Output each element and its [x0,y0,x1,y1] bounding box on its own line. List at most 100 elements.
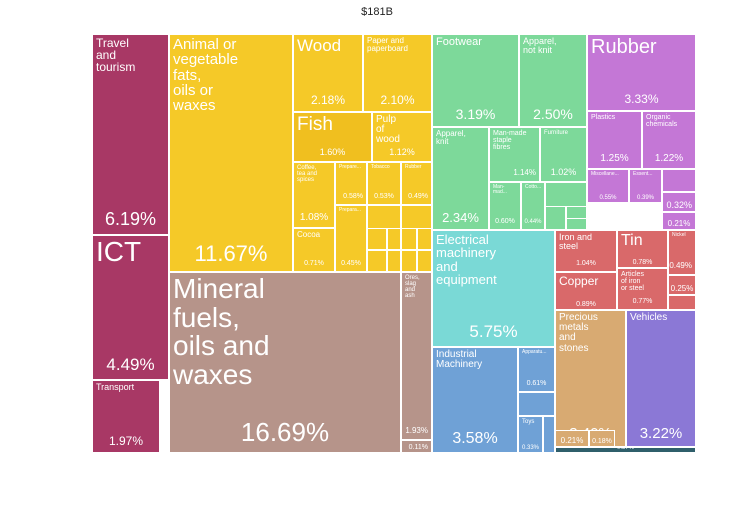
treemap-tile-furniture-21[interactable]: Furniture 1.02% [540,127,587,182]
tile-label: Footwear [436,36,482,48]
tile-label: Electrical machinery and equipment [436,232,497,287]
treemap-tile-footwear-17[interactable]: Footwear 3.19% [432,34,519,127]
treemap-tile-man-made-staple-fibres-20[interactable]: Man-made staple fibres 1.14% [489,127,540,182]
treemap-subtile [401,228,417,250]
treemap-subtile [387,228,401,250]
treemap-tile-tile-16[interactable]: 0.11% [401,440,432,453]
treemap-subtile [518,392,555,416]
tile-value: 0.39% [636,195,654,201]
tile-label: Cocoa [297,230,321,239]
tile-value: 3.22% [639,425,683,442]
treemap-subtile [545,206,566,230]
tile-label: Copper [559,274,599,288]
treemap-tile-fish-6[interactable]: Fish 1.60% [293,112,372,162]
treemap-subtile [668,295,696,310]
treemap-tile-iron-and-steel-35[interactable]: Iron and steel 1.04% [555,230,617,272]
tile-label: Vehicles [630,312,668,323]
treemap-tile-rubber-24[interactable]: Rubber 3.33% [587,34,696,111]
tile-value: 0.18% [592,438,612,445]
chart-title: $181B [361,6,393,18]
treemap-tile-cotto-23[interactable]: Cotto... 0.44% [521,182,545,230]
tile-label: Tin [621,232,643,249]
treemap-tile-tile-40[interactable]: 0.25% [668,275,696,295]
treemap-tile-travel-and-tourism-0[interactable]: Travel and tourism 6.19% [92,34,169,235]
treemap-tile-tile-29[interactable]: 0.32% [662,192,696,212]
treemap-tile-man-mad-22[interactable]: Man-mad... 0.60% [489,182,521,230]
treemap-tile-tile-43[interactable]: 0.18% [589,430,615,447]
treemap-tile-industrial-machinery-32[interactable]: Industrial Machinery 3.58% [432,347,518,453]
tile-label: Articles of iron or steel [621,271,644,293]
treemap-tile-ores-slag-and-ash-15[interactable]: Ores, slag and ash 1.93% [401,272,432,440]
tile-value: 1.60% [319,147,346,157]
treemap-tile-apparel-not-knit-18[interactable]: Apparel, not knit 2.50% [519,34,587,127]
treemap-subtile [543,416,555,453]
treemap-tile-organic-chemicals-26[interactable]: Organic chemicals 1.22% [642,111,696,169]
tile-value: 0.32% [666,200,692,210]
treemap-tile-transport-2[interactable]: Transport 1.97% [92,380,160,453]
tile-label: Man-made staple fibres [493,130,527,152]
treemap-tile-animal-or-vegetable-fats-oils-or-waxes-3[interactable]: Animal or vegetable fats, oils or waxes 1… [169,34,293,272]
tile-value: 0.33% [521,445,539,451]
tile-label: Wood [297,36,342,55]
tile-value: 6.19% [104,209,157,229]
treemap-tile-articles-of-iron-or-steel-39[interactable]: Articles of iron or steel 0.77% [617,268,668,310]
tile-label: Fish [297,114,333,135]
treemap-tile-prepare-9[interactable]: Prepare... 0.58% [335,162,367,205]
tile-value: 1.22% [654,153,684,164]
tile-label: Essent... [633,171,653,177]
tile-label: Paper and paperboard [367,36,408,54]
treemap-tile-mineral-fuels-oils-and-waxes-14[interactable]: Mineral fuels, oils and waxes 16.69% [169,272,401,453]
treemap-tile-nickel-37[interactable]: Nickel 0.49% [668,230,696,275]
treemap-tile-tobacco-10[interactable]: Tobacco 0.53% [367,162,401,205]
treemap-tile-precious-metals-and-stones-41[interactable]: Precious metals and stones3.40% [555,310,626,447]
tile-value: 1.97% [108,434,144,448]
tile-value: 0.21% [560,436,584,445]
tile-value: 1.25% [600,153,629,164]
treemap-tile-apparatu-33[interactable]: Apparatu... 0.61% [518,347,555,392]
tile-label: Tobacco [371,164,390,170]
treemap-tile-rubber-11[interactable]: Rubber 0.49% [401,162,432,205]
treemap-tile-tile-45[interactable]: 0.37% [555,447,696,453]
tile-label: Plastics [591,114,616,121]
tile-value: 1.02% [550,167,577,177]
tile-label: Transport [96,382,135,392]
tile-value: 2.50% [533,106,573,122]
tile-value: 0.49% [669,261,692,270]
treemap-subtile [387,250,401,272]
treemap-tile-toys-34[interactable]: Toys 0.33% [518,416,543,453]
treemap-subtile [417,250,432,272]
tile-label: ICT [96,236,142,267]
treemap-tile-pulp-of-wood-7[interactable]: Pulp of wood 1.12% [372,112,432,162]
tile-label: Cotto... [525,184,542,190]
tile-value: 1.12% [389,147,415,157]
treemap-subtile [566,218,587,230]
treemap-tile-vehicles-44[interactable]: Vehicles 3.22% [626,310,696,447]
treemap-tile-tile-42[interactable]: 0.21% [555,430,589,447]
tile-value: 1.93% [405,426,428,435]
tile-value: 2.18% [310,93,346,107]
treemap-tile-tin-36[interactable]: Tin 0.78% [617,230,668,268]
treemap-tile-electrical-machinery-and-equipment-31[interactable]: Electrical machinery and equipment 5.75% [432,230,555,347]
treemap-tile-ict-1[interactable]: ICT 4.49% [92,235,169,380]
treemap-tile-apparel-knit-19[interactable]: Apparel, knit 2.34% [432,127,489,230]
treemap-tile-coffee-tea-and-spices-8[interactable]: Coffee, tea and spices 1.08% [293,162,335,228]
treemap-tile-essent-28[interactable]: Essent... 0.39% [629,169,662,203]
tile-value: 2.34% [442,210,479,225]
tile-label: Iron and steel [559,232,593,252]
tile-value: 0.89% [576,301,596,308]
treemap-tile-prepara-12[interactable]: Prepara... 0.45% [335,205,367,272]
treemap-subtile [417,228,432,250]
tile-label: Man-mad... [493,184,507,196]
treemap-subtile [367,250,387,272]
tile-value: 0.71% [304,260,324,267]
treemap-tile-miscellane-27[interactable]: Miscellane... 0.55% [587,169,629,203]
treemap-tile-plastics-25[interactable]: Plastics 1.25% [587,111,642,169]
treemap-tile-tile-30[interactable]: 0.21% [662,212,696,230]
treemap-tile-wood-4[interactable]: Wood 2.18% [293,34,363,112]
treemap-tile-cocoa-13[interactable]: Cocoa 0.71% [293,228,335,272]
treemap-tile-paper-and-paperboard-5[interactable]: Paper and paperboard 2.10% [363,34,432,112]
tile-label: Industrial Machinery [436,349,483,371]
treemap-tile-copper-38[interactable]: Copper 0.89% [555,272,617,310]
tile-value: 0.37% [616,447,634,451]
tile-value: 16.69% [240,417,330,447]
